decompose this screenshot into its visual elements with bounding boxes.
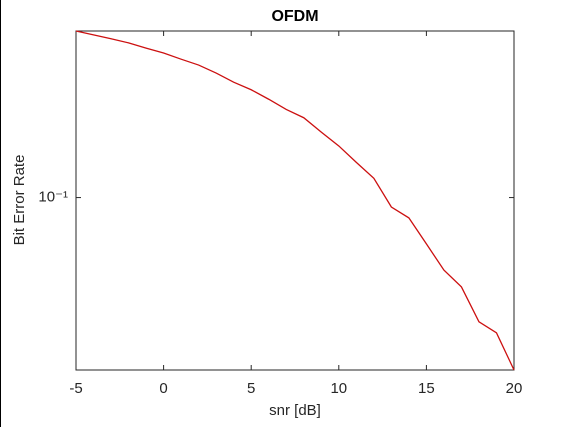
x-tick-label: 15 xyxy=(418,380,435,397)
x-axis-label: snr [dB] xyxy=(269,402,321,419)
y-axis-label: Bit Error Rate xyxy=(11,155,28,246)
plot-box xyxy=(75,30,515,371)
x-tick-label: 5 xyxy=(247,380,255,397)
x-tick-label: 10 xyxy=(330,380,347,397)
data-line xyxy=(75,30,515,371)
x-tick-label: 0 xyxy=(159,380,167,397)
chart-title: OFDM xyxy=(271,8,318,25)
y-tick-label: 10⁻¹ xyxy=(38,189,68,206)
x-tick-label: 20 xyxy=(506,380,523,397)
x-tick-label: -5 xyxy=(69,380,82,397)
